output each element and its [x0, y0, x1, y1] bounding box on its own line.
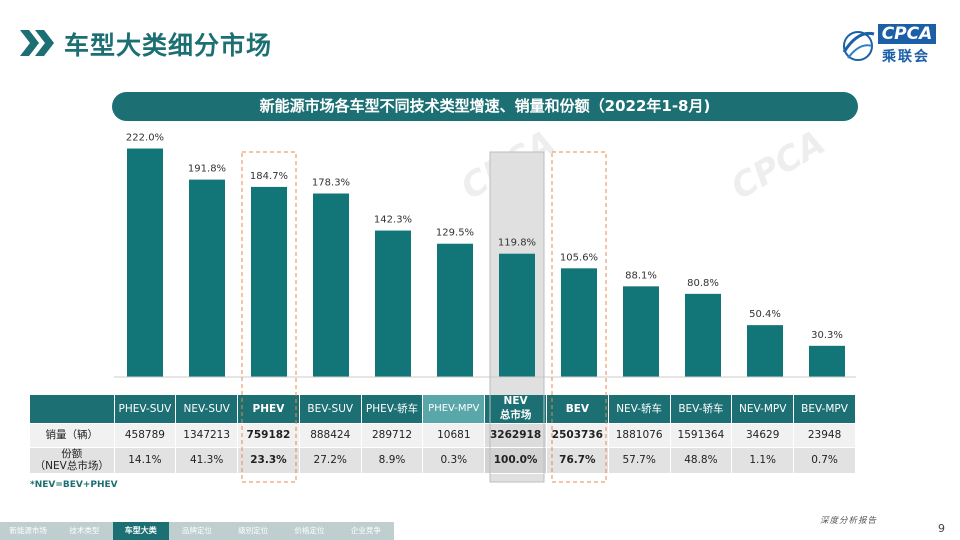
section-nav: 新能源市场 技术类型 车型大类 品牌定位 级别定位 价格定位 企业竞争 [0, 522, 394, 540]
value-label-BEV: 105.6% [560, 252, 598, 263]
logo-cpca-text: CPCA [878, 24, 936, 44]
share-cell: 14.1% [114, 447, 177, 474]
share-cell: 0.3% [422, 447, 486, 474]
table-corner-cell [30, 395, 115, 424]
share-cell: 27.2% [299, 447, 362, 474]
table-header-cell: PHEV-轿车 [361, 395, 424, 424]
table-header-cell: NEV 总市场 [484, 395, 547, 424]
value-label-PHEV-轿车: 142.3% [374, 215, 412, 226]
value-label-NEV总市场: 119.8% [498, 238, 536, 249]
table-header-cell: BEV-SUV [299, 395, 362, 424]
bar-BEV-SUV [313, 193, 349, 377]
sales-cell: 458789 [114, 423, 177, 448]
bar-PHEV-MPV [437, 243, 473, 377]
bar-NEV-MPV [747, 325, 783, 377]
bar-PHEV [251, 186, 287, 377]
sales-cell: 10681 [422, 423, 486, 448]
nav-item[interactable]: 技术类型 [69, 526, 100, 535]
sales-cell: 3262918 [484, 423, 547, 448]
bar-NEV-SUV [189, 179, 225, 377]
table-header-cell: NEV-轿车 [608, 395, 671, 424]
share-cell: 1.1% [731, 447, 795, 474]
share-cell: 0.7% [793, 447, 856, 474]
globe-logo-icon [842, 31, 875, 61]
sales-cell: 1881076 [608, 423, 671, 448]
bar-NEV总市场 [499, 253, 535, 377]
footer-text: 深度分析报告 [820, 516, 878, 526]
table-header-cell: BEV [546, 395, 609, 424]
page-title: 车型大类细分市场 [64, 31, 273, 60]
nav-item[interactable]: 新能源市场 [9, 526, 47, 535]
sales-cell: 23948 [793, 423, 856, 448]
table-header-cell: NEV-SUV [175, 395, 239, 424]
value-label-BEV-轿车: 80.8% [687, 278, 719, 289]
nav-item[interactable]: 级别定位 [238, 526, 269, 535]
share-row-label: 份额 （NEV总市场） [30, 447, 115, 474]
data-table: PHEV-SUV NEV-SUV PHEV BEV-SUV PHEV-轿车 PHEV-MP… [30, 395, 856, 474]
nav-item[interactable]: 价格定位 [294, 526, 325, 535]
logo-cn-text: 乘联会 [882, 49, 930, 65]
table-row-share: 份额 （NEV总市场） 14.1% 41.3% 23.3% 27.2% 8.9% 0.3% 10… [30, 447, 856, 474]
table-header-cell: PHEV [237, 395, 300, 424]
bar-PHEV-轿车 [375, 230, 411, 377]
sales-cell: 1347213 [175, 423, 239, 448]
page-number: 9 [938, 522, 945, 535]
value-label-NEV-MPV: 50.4% [749, 309, 781, 320]
bar-BEV-轿车 [685, 293, 721, 377]
table-header-cell: PHEV-SUV [114, 395, 177, 424]
table-header-cell: PHEV-MPV [422, 395, 486, 424]
table-header-cell: BEV-MPV [793, 395, 856, 424]
value-label-PHEV-SUV: 222.0% [126, 133, 164, 144]
share-cell: 100.0% [484, 447, 547, 474]
value-label-BEV-SUV: 178.3% [312, 177, 350, 188]
table-header-row: PHEV-SUV NEV-SUV PHEV BEV-SUV PHEV-轿车 PHEV-MP… [30, 395, 856, 424]
nav-item[interactable]: 品牌定位 [181, 526, 212, 535]
nav-item[interactable]: 车型大类 [112, 522, 169, 540]
share-cell: 23.3% [237, 447, 300, 474]
value-label-NEV-SUV: 191.8% [188, 164, 226, 175]
bar-BEV [561, 268, 597, 377]
sales-row-label: 销量（辆） [30, 423, 115, 448]
share-cell: 57.7% [608, 447, 671, 474]
watermark-text: CPCA [725, 123, 833, 208]
share-cell: 8.9% [361, 447, 424, 474]
sales-cell: 2503736 [546, 423, 609, 448]
value-label-PHEV: 184.7% [250, 171, 288, 182]
value-label-NEV-轿车: 88.1% [625, 270, 657, 281]
share-cell: 76.7% [546, 447, 609, 474]
sales-cell: 34629 [731, 423, 795, 448]
value-label-PHEV-MPV: 129.5% [436, 228, 474, 239]
bar-BEV-MPV [809, 345, 845, 377]
nav-item[interactable]: 企业竞争 [350, 526, 381, 535]
cpca-logo: CPCA 乘联会 [838, 20, 938, 70]
table-header-cell: NEV-MPV [731, 395, 795, 424]
sales-cell: 888424 [299, 423, 362, 448]
footnote: *NEV=BEV+PHEV [30, 480, 118, 490]
chart-title-banner: 新能源市场各车型不同技术类型增速、销量和份额（2022年1-8月) [112, 92, 858, 121]
share-cell: 48.8% [670, 447, 733, 474]
sales-cell: 1591364 [670, 423, 733, 448]
table-row-sales: 销量（辆） 458789 1347213 759182 888424 289712 1068… [30, 423, 856, 448]
share-cell: 41.3% [175, 447, 239, 474]
table-header-cell: BEV-轿车 [670, 395, 733, 424]
sales-cell: 759182 [237, 423, 300, 448]
bar-NEV-轿车 [623, 286, 659, 377]
sales-cell: 289712 [361, 423, 424, 448]
chevron-icon [20, 30, 54, 56]
value-label-BEV-MPV: 30.3% [811, 330, 843, 341]
bar-PHEV-SUV [127, 148, 163, 377]
